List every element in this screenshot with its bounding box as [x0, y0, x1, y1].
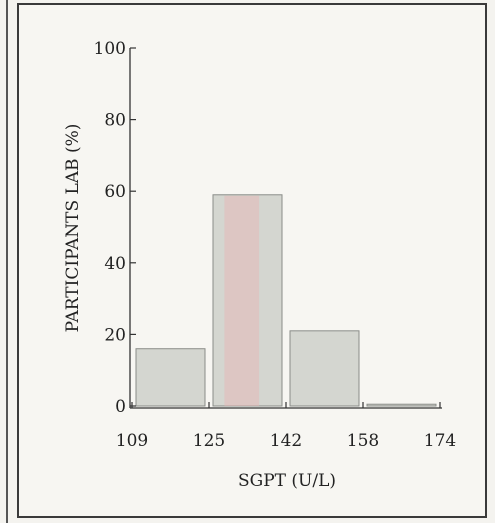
x-tick-label: 174: [424, 431, 456, 451]
bar-142-158: [289, 330, 360, 407]
y-tick-label: 0: [115, 397, 126, 417]
x-ticks-group: 109 125 142 158 174: [116, 402, 456, 451]
x-tick-label: 109: [116, 431, 148, 451]
bar-125-142: [212, 194, 283, 407]
page-edge-line: [6, 0, 8, 523]
x-axis-title: SGPT (U/L): [238, 471, 336, 491]
y-tick-label: 60: [104, 182, 126, 202]
y-tick-label: 100: [94, 39, 126, 59]
y-ticks-group: 0 20 40 60 80 100: [94, 39, 136, 417]
x-tick-label: 158: [347, 431, 379, 451]
y-tick-label: 80: [104, 111, 126, 131]
y-tick-label: 20: [104, 325, 126, 345]
bar-109-125: [135, 348, 206, 407]
x-tick-label: 142: [270, 431, 302, 451]
bar-highlight-band: [224, 195, 260, 406]
bars-group: [135, 194, 437, 407]
x-tick-label: 125: [193, 431, 225, 451]
bar-158-174: [366, 403, 437, 407]
y-tick-label: 40: [104, 254, 126, 274]
y-axis-title: PARTICIPANTS LAB (%): [63, 124, 83, 333]
